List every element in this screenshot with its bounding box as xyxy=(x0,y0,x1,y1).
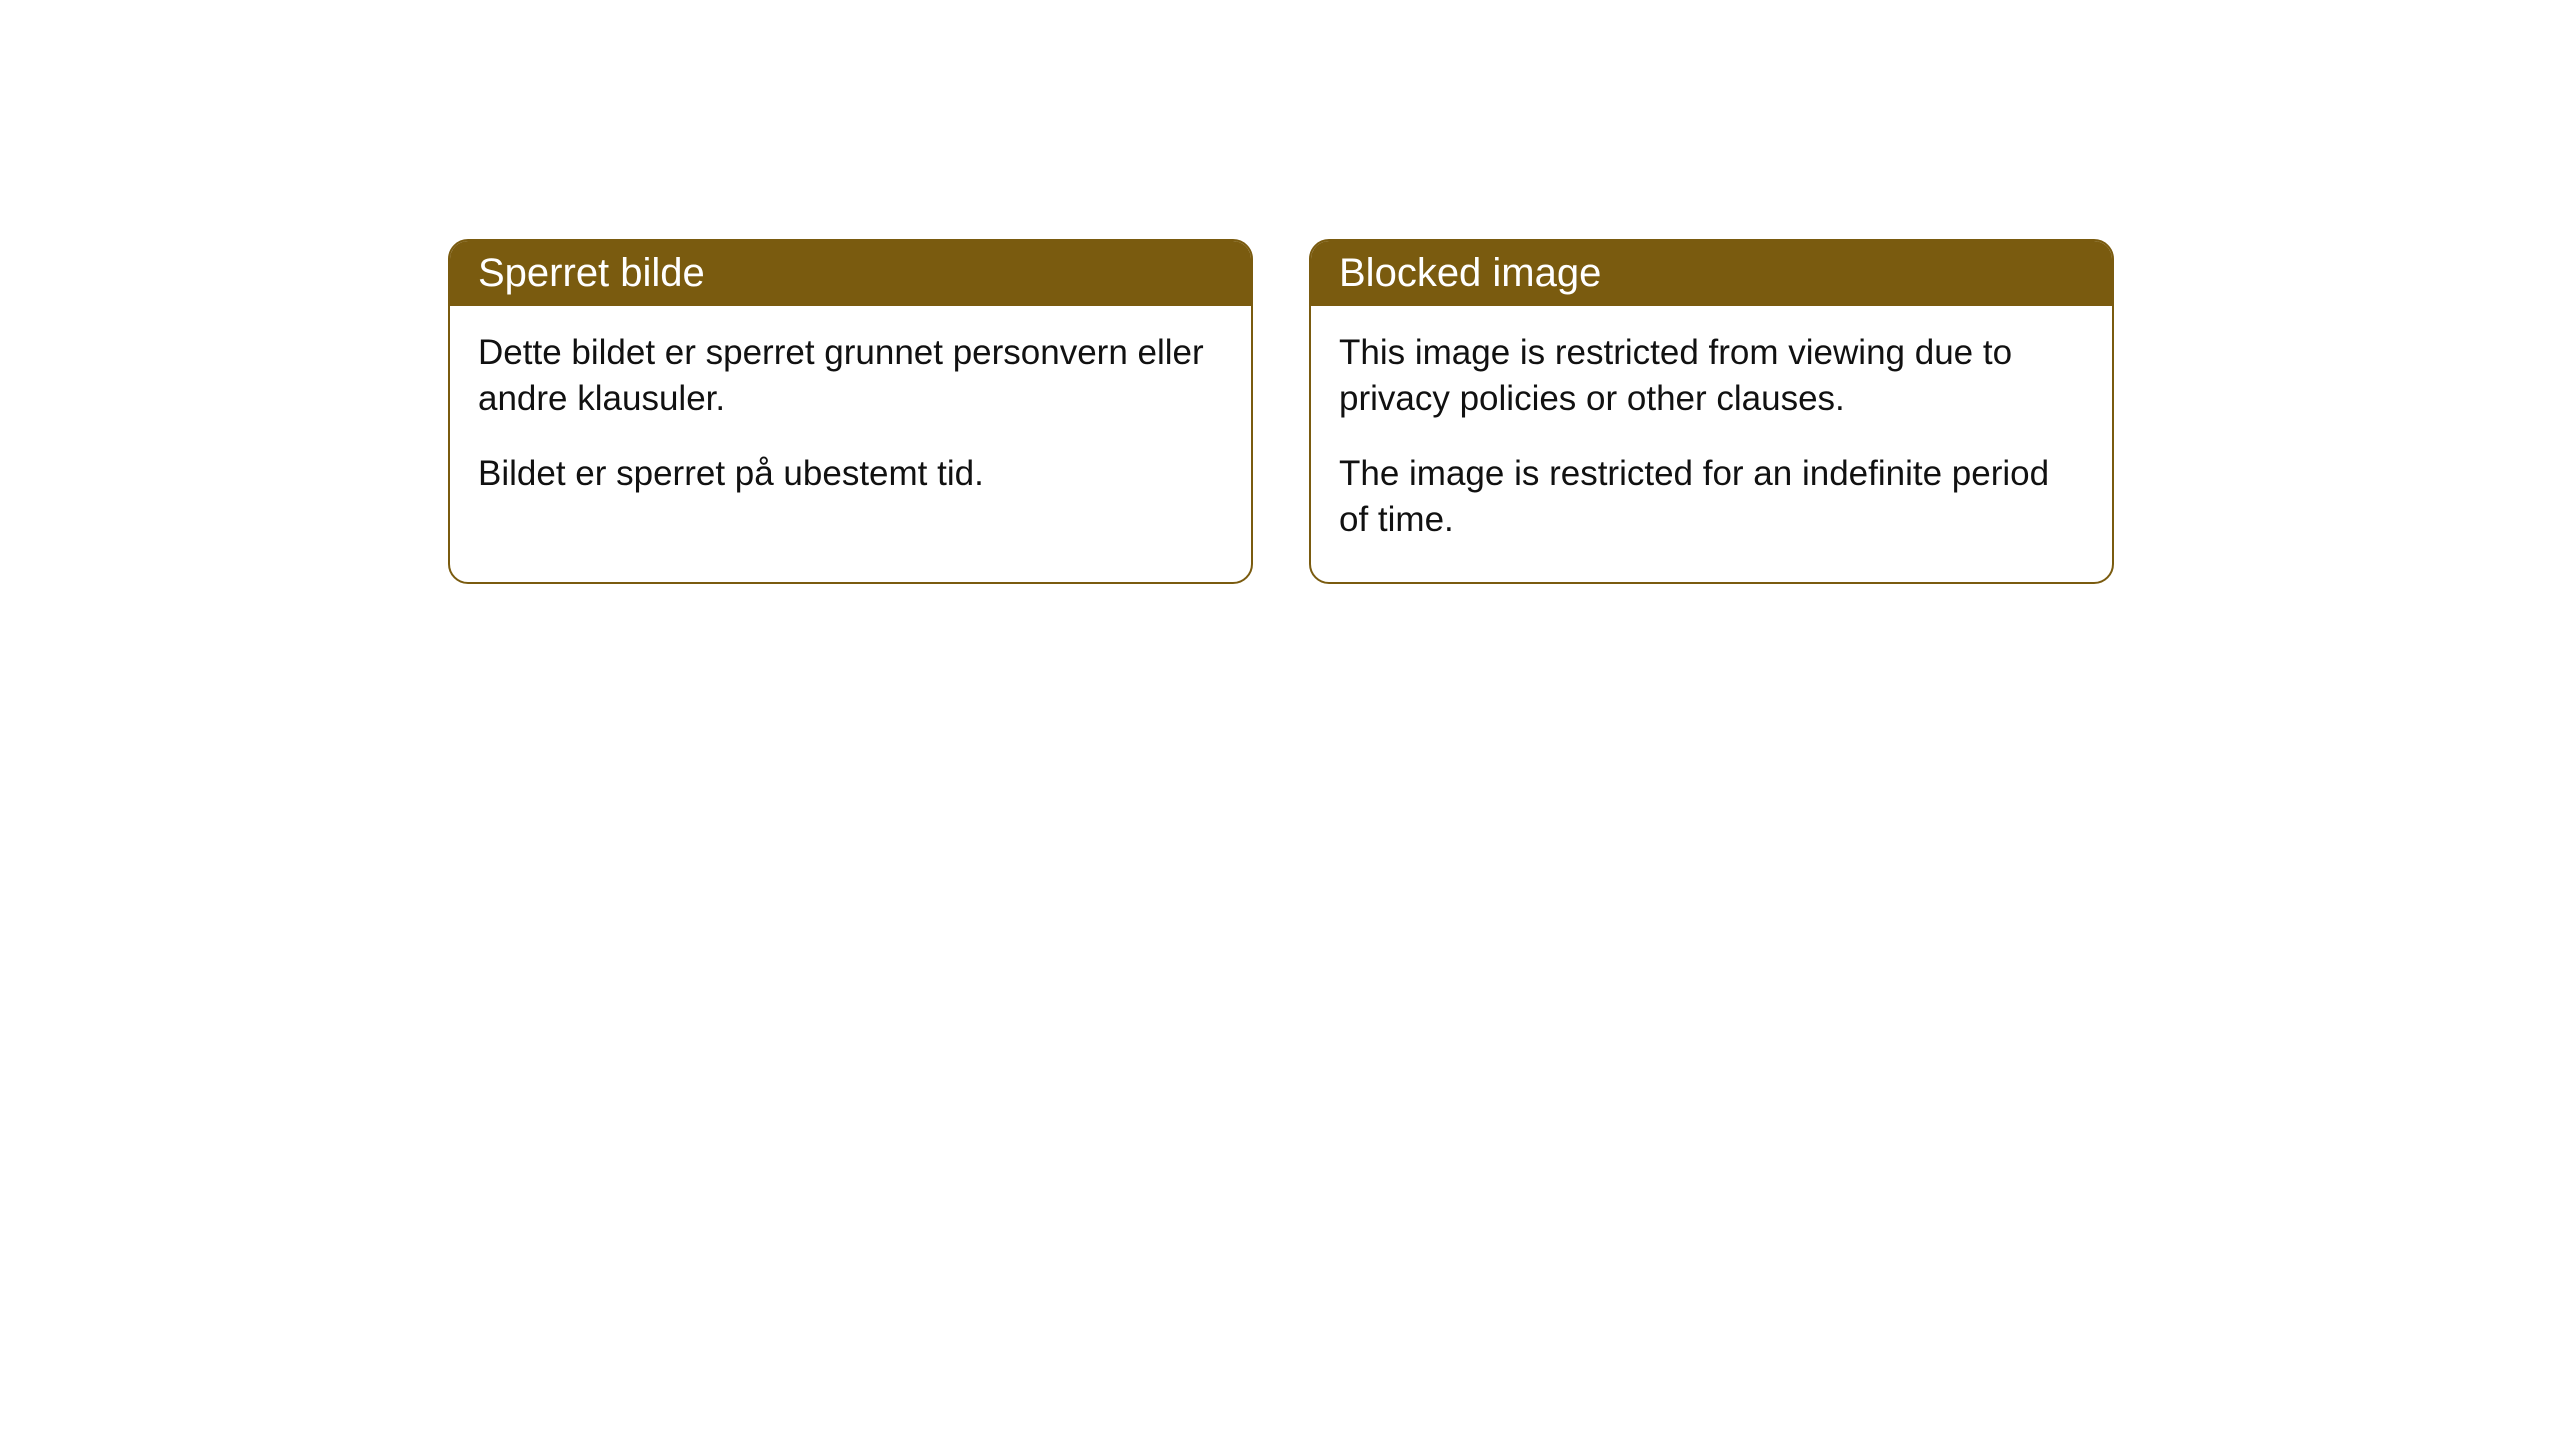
blocked-image-card-en: Blocked image This image is restricted f… xyxy=(1309,239,2114,584)
card-body: This image is restricted from viewing du… xyxy=(1311,306,2112,582)
card-title: Sperret bilde xyxy=(478,251,705,295)
card-header: Blocked image xyxy=(1311,241,2112,306)
card-paragraph: This image is restricted from viewing du… xyxy=(1339,330,2084,421)
card-header: Sperret bilde xyxy=(450,241,1251,306)
card-title: Blocked image xyxy=(1339,251,1601,295)
card-paragraph: Dette bildet er sperret grunnet personve… xyxy=(478,330,1223,421)
cards-container: Sperret bilde Dette bildet er sperret gr… xyxy=(448,239,2114,584)
card-paragraph: The image is restricted for an indefinit… xyxy=(1339,451,2084,542)
card-paragraph: Bildet er sperret på ubestemt tid. xyxy=(478,451,1223,497)
card-body: Dette bildet er sperret grunnet personve… xyxy=(450,306,1251,537)
blocked-image-card-no: Sperret bilde Dette bildet er sperret gr… xyxy=(448,239,1253,584)
